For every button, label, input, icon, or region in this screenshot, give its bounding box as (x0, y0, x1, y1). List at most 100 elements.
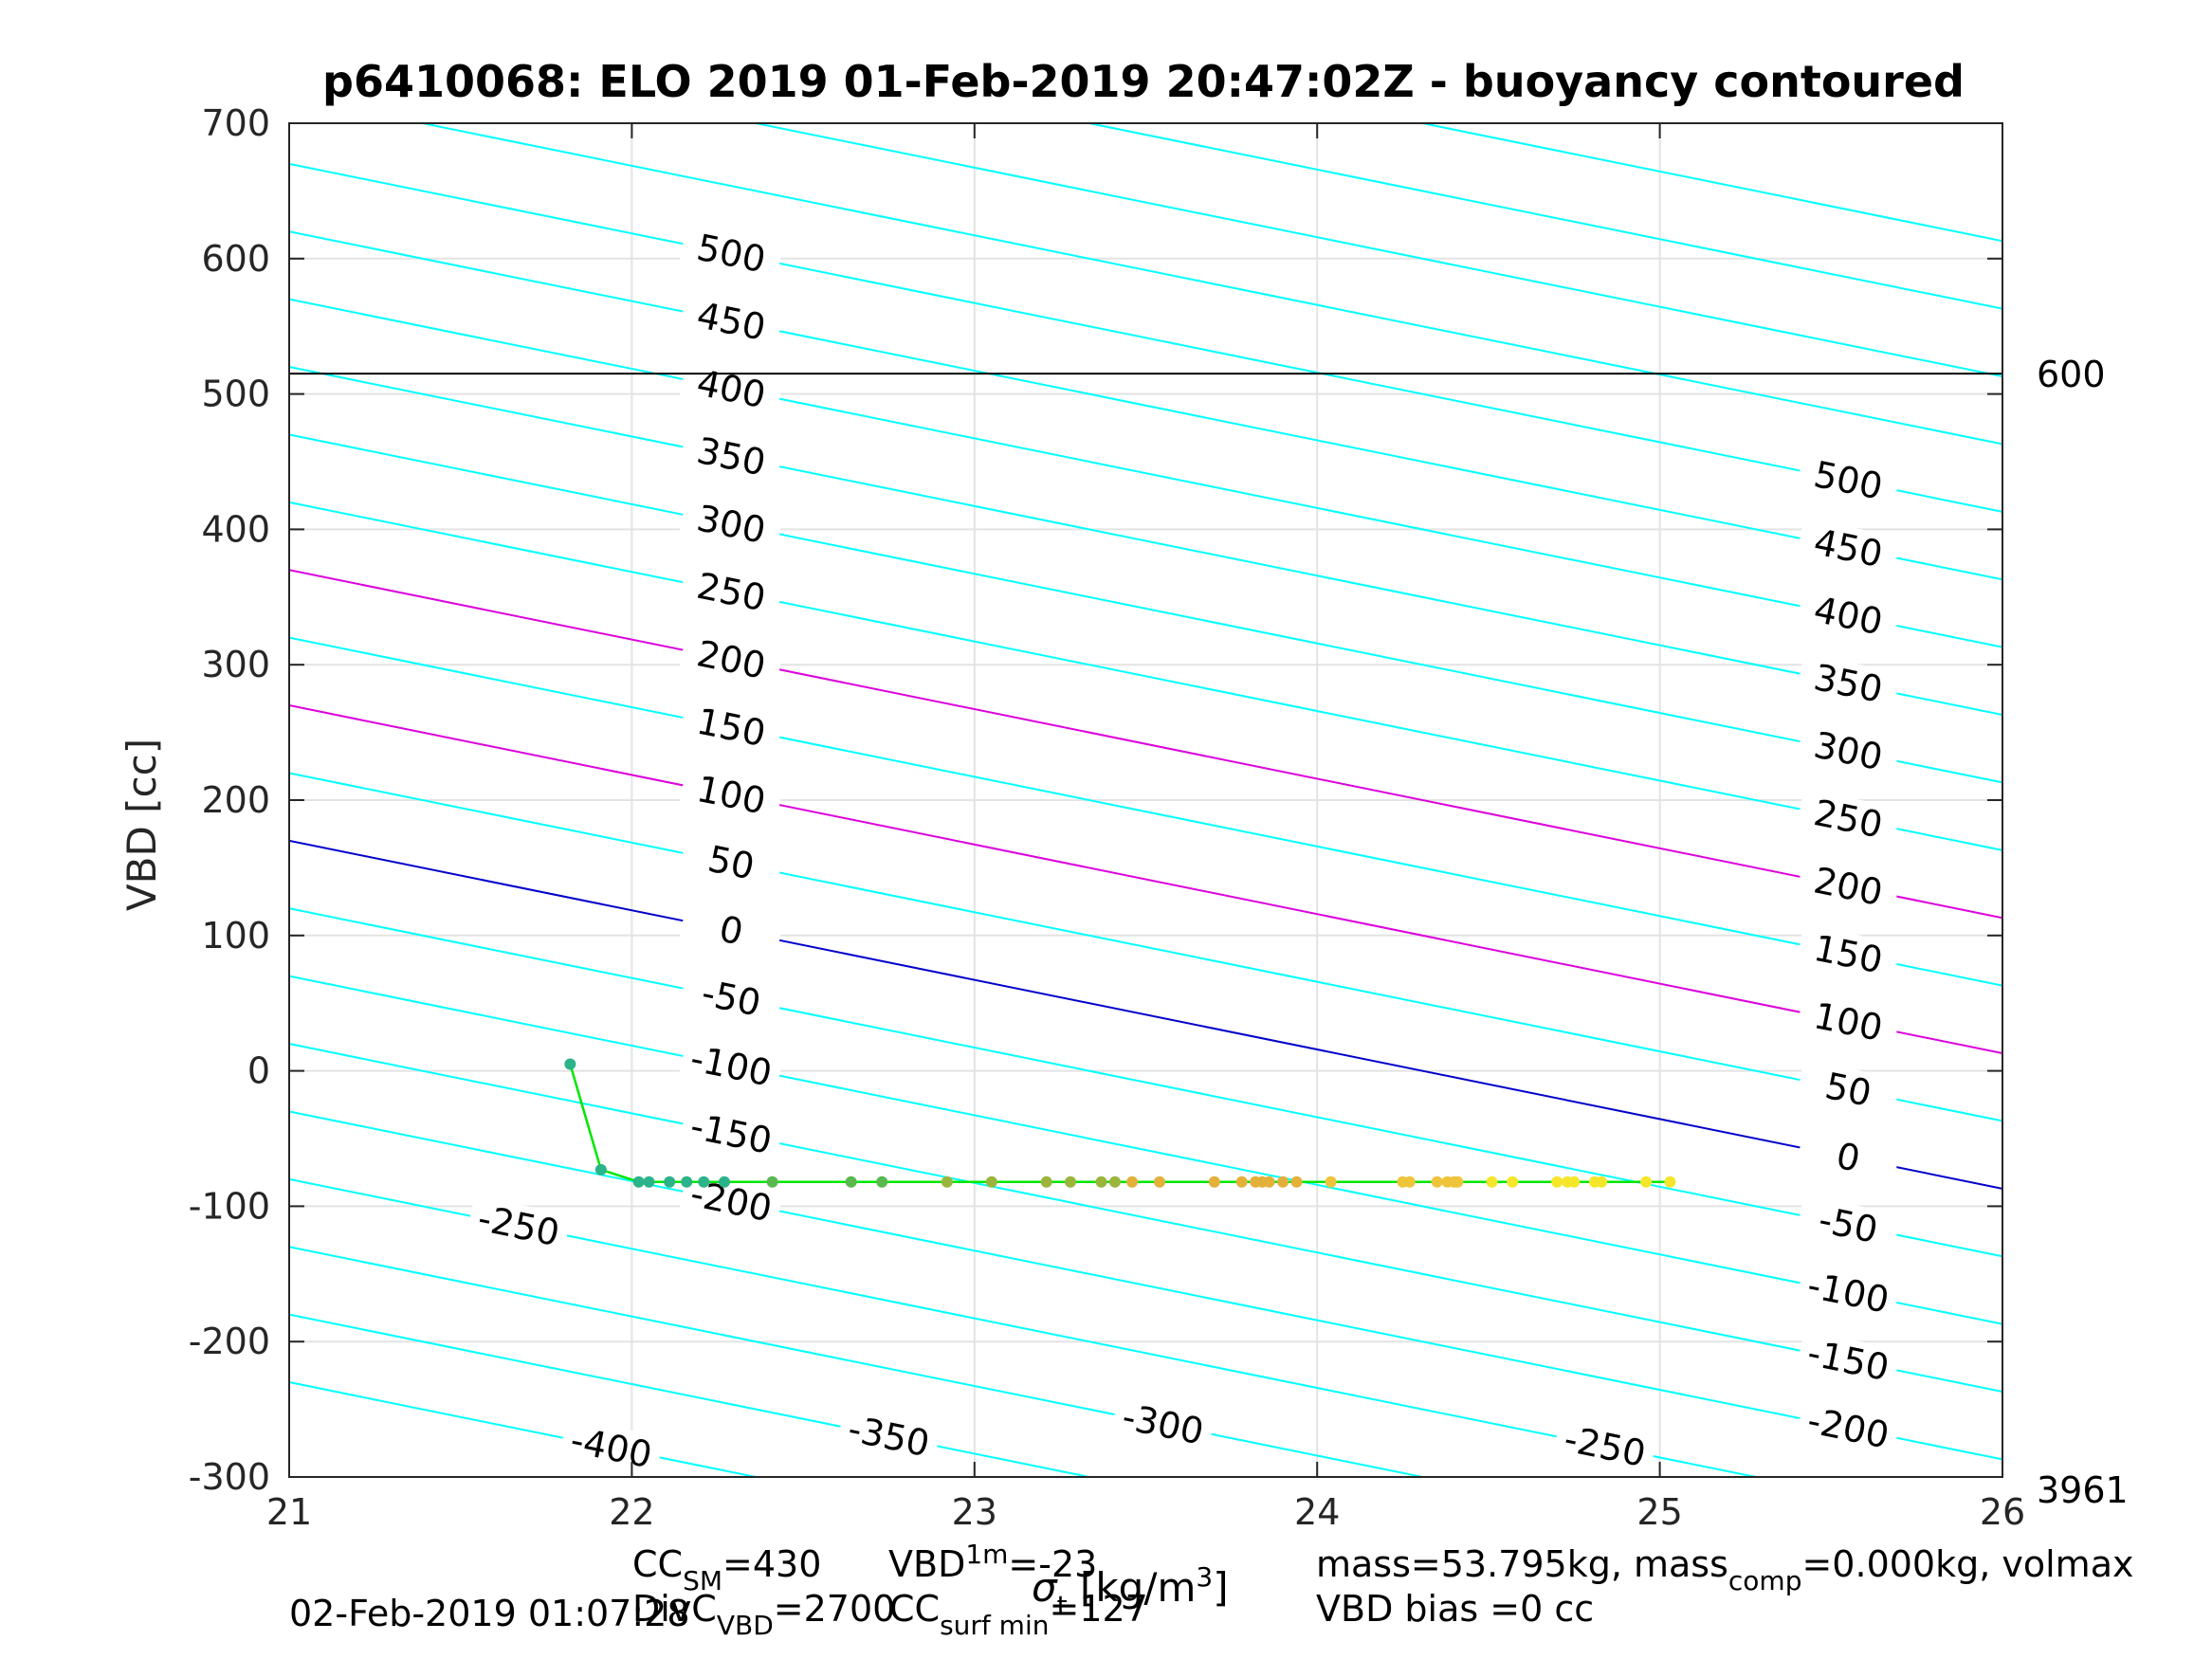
x-tick-label: 21 (266, 1491, 312, 1533)
buoyancy-contours (289, 123, 2002, 1477)
contour-line (289, 704, 2002, 1055)
x-axis-unit-sup: 3 (1196, 1561, 1214, 1593)
contour-label: 200 (1810, 859, 1886, 914)
footer-date: 02-Feb-2019 01:07:28 (289, 1593, 690, 1634)
y-tick-label: 100 (201, 915, 270, 957)
contour-label-bg (678, 1103, 784, 1164)
contour-label: -200 (1804, 1399, 1892, 1456)
data-point (664, 1176, 676, 1188)
contour-label-bg (678, 832, 784, 894)
contour-label: 50 (704, 838, 758, 888)
contour-label: 500 (693, 227, 769, 282)
contour-label-bg (1796, 720, 1901, 782)
data-point (632, 1176, 645, 1188)
contour-label-bg (1796, 1059, 1901, 1121)
data-point (1126, 1176, 1139, 1188)
footer-vbd-bias: VBD bias =0 cc (1316, 1588, 1595, 1630)
contour-label-bg (678, 1035, 784, 1097)
y-tick-label: 400 (201, 508, 270, 550)
contour-label: 200 (693, 632, 769, 687)
contour-label-bg (1796, 856, 1901, 918)
contour-label-bg (678, 900, 784, 961)
data-point (1064, 1176, 1076, 1188)
x-axis-label: σt [kg/m3] (1032, 1561, 1229, 1621)
contour-line (289, 772, 2002, 1122)
contour-line (1084, 123, 2002, 310)
x-tick-label: 24 (1294, 1491, 1340, 1533)
contour-label-bg (678, 764, 784, 826)
y-tick-label: 300 (201, 644, 270, 685)
contour-line (289, 636, 2002, 987)
contour-label: 50 (1821, 1065, 1874, 1115)
contour-line (289, 1177, 1761, 1477)
contour-label: 150 (693, 701, 769, 756)
data-point (1507, 1176, 1519, 1188)
data-point (941, 1176, 953, 1188)
footer-divc-label: DivC (632, 1588, 717, 1630)
x-axis-sigma: σ (1032, 1564, 1057, 1611)
data-point (1263, 1176, 1275, 1188)
contour-label-bg (1796, 449, 1901, 511)
footer-cc-surf-value: =127 (1049, 1588, 1148, 1630)
data-point (1290, 1176, 1303, 1188)
contour-label-bg (678, 494, 784, 556)
data-point (845, 1176, 857, 1188)
data-point (1664, 1176, 1676, 1188)
contour-line (289, 433, 2002, 784)
footer-mass-text: mass=53.795kg, mass (1316, 1543, 1728, 1585)
footer-mass-end: =0.000kg, volmax (1801, 1543, 2134, 1585)
contour-label: -100 (687, 1037, 776, 1094)
contour-line (751, 123, 2002, 378)
contour-label-bg (678, 426, 784, 487)
data-point (1277, 1176, 1289, 1188)
contour-label-bg (678, 629, 784, 690)
data-point (1403, 1176, 1416, 1188)
contour-label-bg (678, 968, 784, 1029)
y-tick-label: 200 (201, 779, 270, 821)
contour-label-bg (1796, 518, 1901, 579)
contour-line (289, 1110, 2002, 1461)
footer-cc-value: =430 (722, 1543, 822, 1585)
contour-label: -50 (698, 972, 764, 1024)
contour-line (289, 501, 2002, 851)
contour-label-bg (1796, 585, 1901, 647)
contour-label-bg (836, 1406, 941, 1467)
contour-line (289, 839, 2002, 1190)
contour-label: -300 (1119, 1395, 1207, 1452)
data-point (1235, 1176, 1248, 1188)
data-point (1568, 1176, 1581, 1188)
footer-vbd-value: =-23 (1008, 1543, 1098, 1585)
contour-label-bg (1552, 1415, 1658, 1477)
contour-label: 300 (693, 497, 769, 552)
footer-cc-sm: CCSM=430 (632, 1543, 822, 1596)
contour-label: 450 (693, 294, 769, 349)
contour-label-bg (1796, 923, 1901, 985)
data-point (985, 1176, 997, 1188)
footer-cc-surf: CCsurf min=127 (889, 1588, 1148, 1641)
contour-label: -150 (687, 1105, 776, 1162)
footer-vbd-1m: VBD1m=-23 (888, 1539, 1098, 1585)
contour-label-bg (1110, 1394, 1216, 1455)
contour-label-bg (678, 561, 784, 623)
contour-label-bg (1796, 992, 1901, 1052)
y-tick-label: 700 (201, 102, 270, 144)
data-point (1153, 1176, 1165, 1188)
data-point (766, 1176, 778, 1188)
chart-title: p6410068: ELO 2019 01-Feb-2019 20:47:02Z… (322, 56, 1965, 107)
y-tick-label: 600 (201, 238, 270, 280)
contour-label-bg (678, 223, 784, 284)
data-point (1208, 1176, 1220, 1188)
data-point (1040, 1176, 1052, 1188)
contour-labels: 500 450 400 350 300 250 200 150 100 500 -50 -100 -15… (466, 223, 1901, 1478)
contour-label: -350 (845, 1408, 933, 1465)
y-tick-label: 0 (247, 1050, 270, 1092)
contour-label-bg (1796, 1194, 1901, 1256)
contour-line (289, 230, 2002, 581)
contour-label: 100 (1810, 994, 1886, 1049)
data-point (594, 1163, 607, 1176)
footer-cc-surf-label: CC (889, 1588, 941, 1630)
reference-line-label: 600 (2037, 354, 2106, 395)
contour-label-bg (1796, 788, 1901, 849)
contour-label: 500 (1810, 453, 1886, 508)
